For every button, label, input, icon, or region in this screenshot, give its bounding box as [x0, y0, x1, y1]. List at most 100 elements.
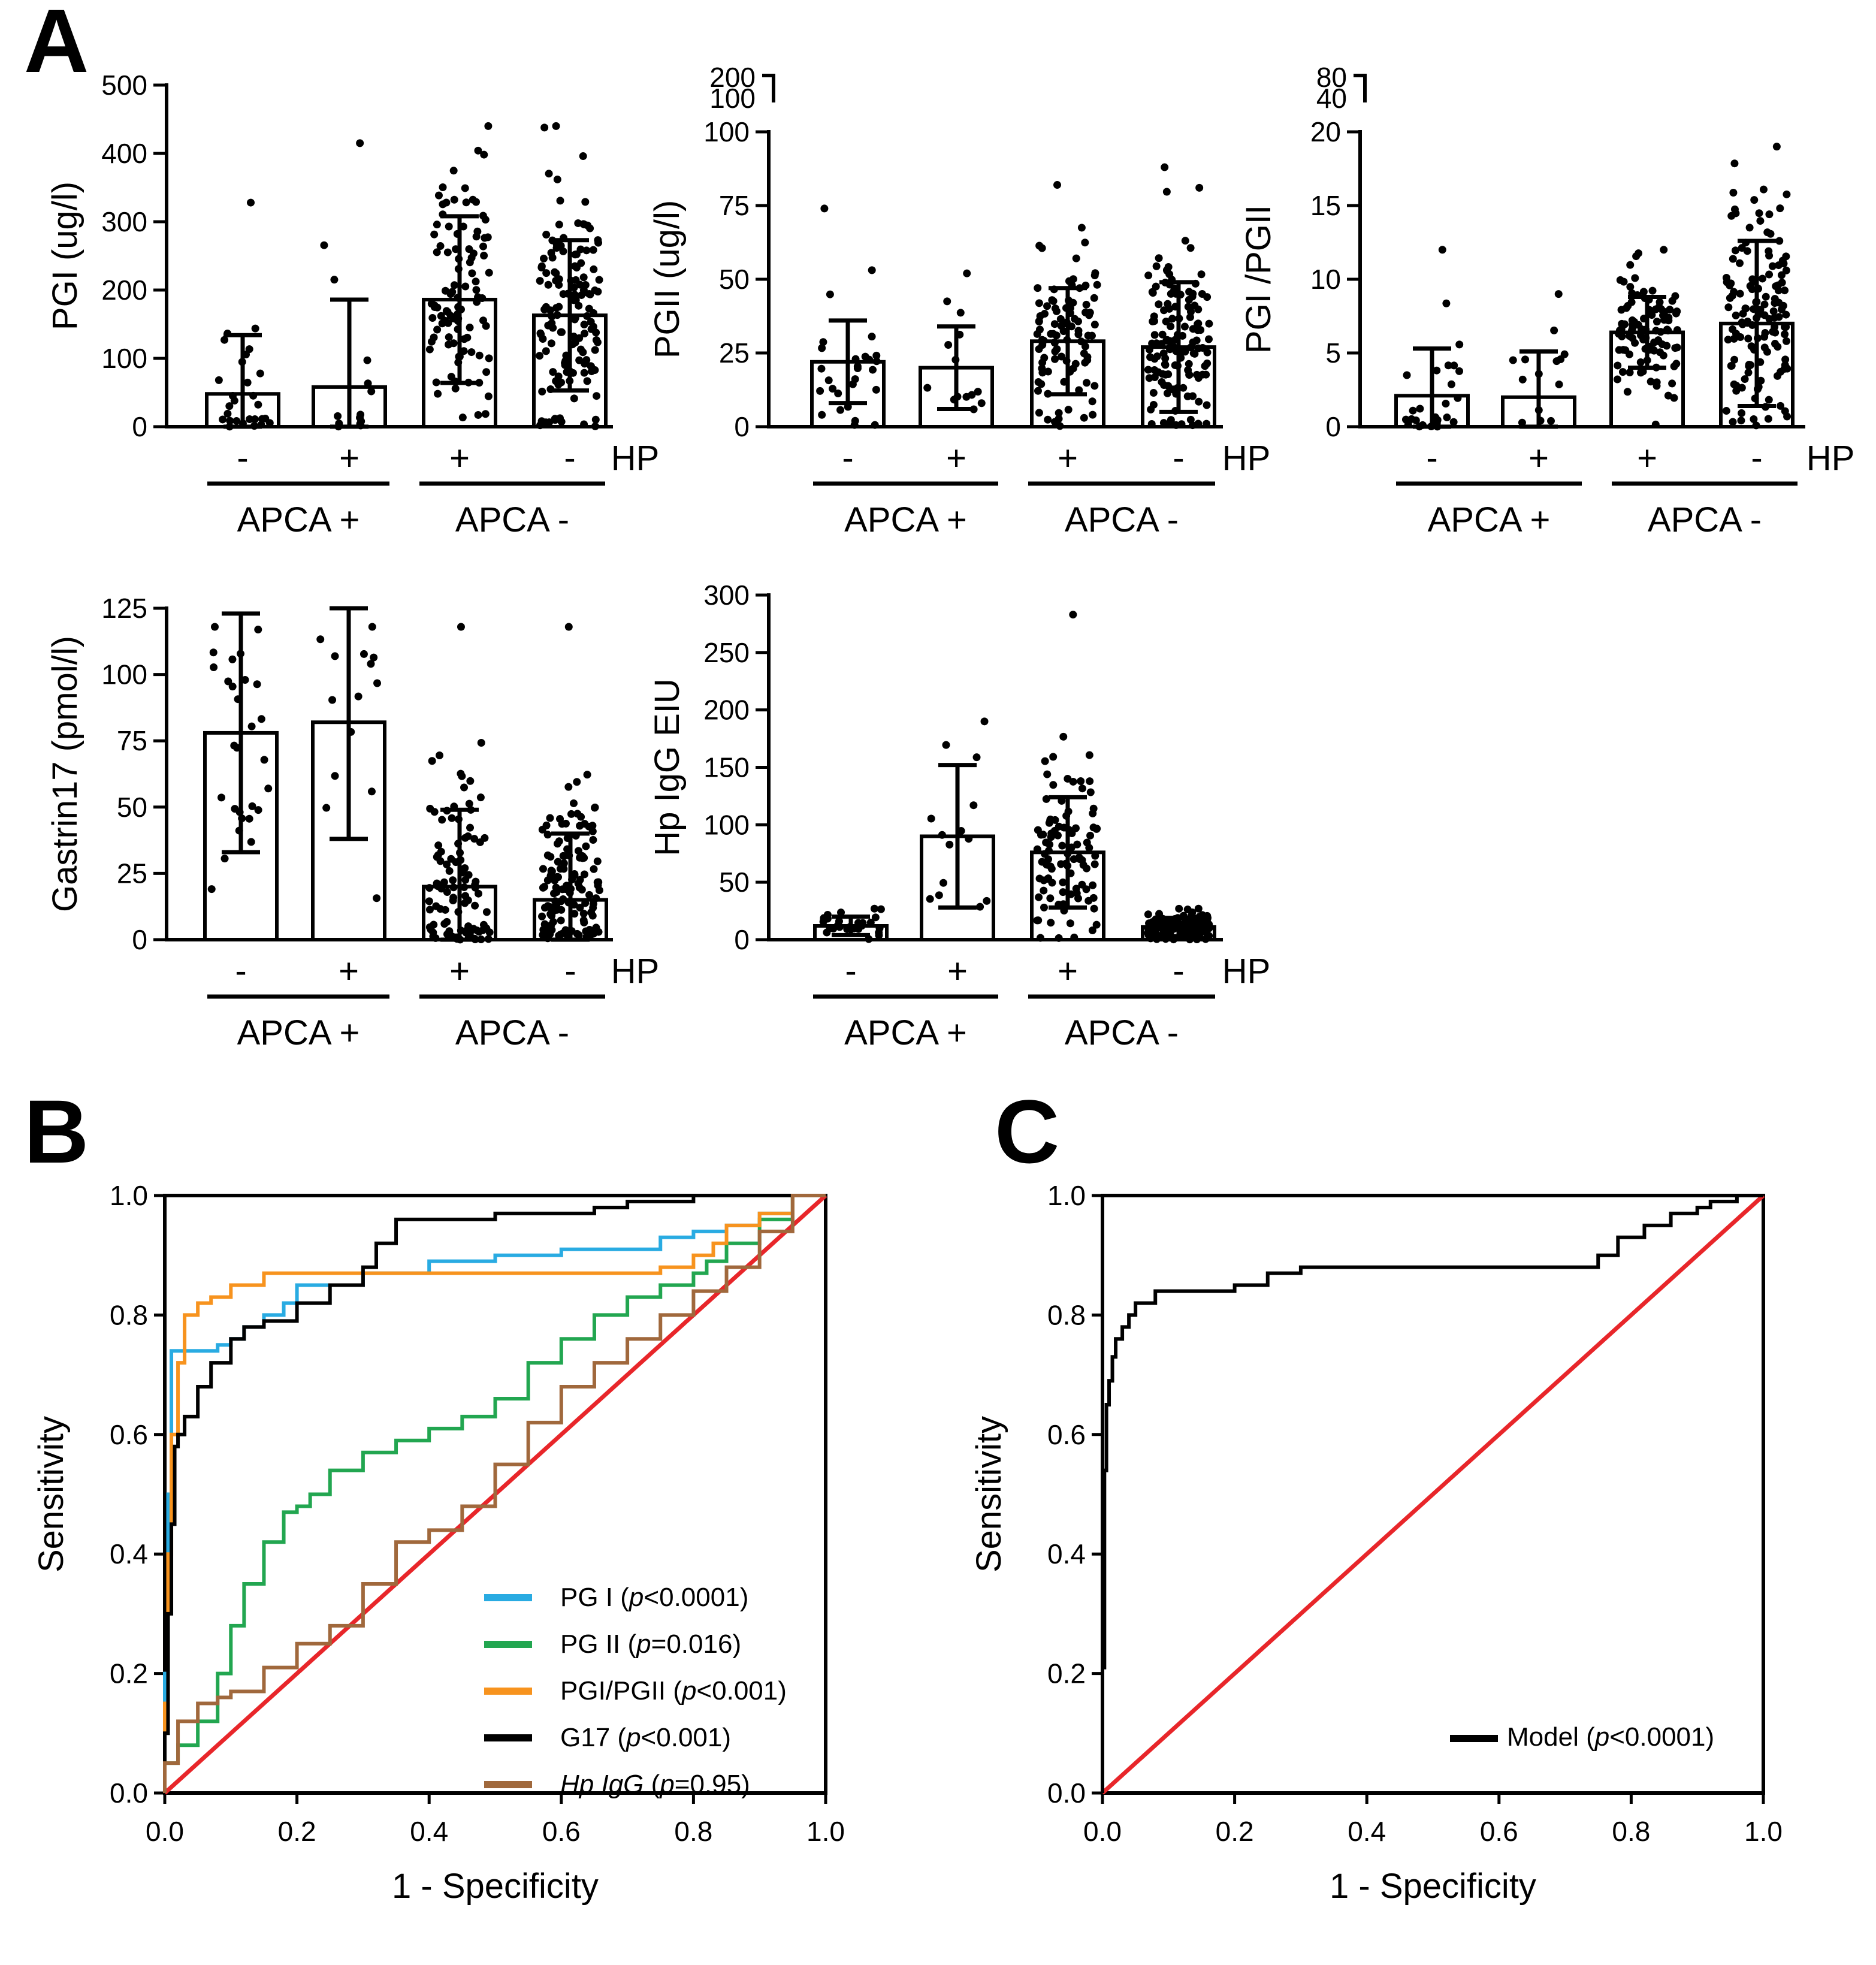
- plot-frame: [1101, 1194, 1765, 1795]
- data-point: [1203, 419, 1211, 428]
- data-point: [1051, 355, 1059, 363]
- data-point: [1732, 209, 1740, 218]
- data-point: [1205, 920, 1213, 929]
- data-point: [1738, 409, 1746, 417]
- legend-paren: (: [666, 1676, 682, 1706]
- legend-paren: ): [732, 1629, 741, 1659]
- data-point: [1769, 328, 1777, 336]
- data-point: [1078, 784, 1086, 793]
- hp-status-label: +: [1528, 439, 1549, 478]
- data-point: [1194, 919, 1202, 928]
- y-tick-label: 10: [1310, 264, 1341, 295]
- data-point: [576, 904, 584, 912]
- data-point: [1080, 413, 1088, 422]
- data-point: [247, 198, 255, 207]
- data-point: [210, 623, 219, 631]
- data-point: [581, 820, 589, 828]
- data-point: [576, 345, 585, 354]
- data-point: [1763, 228, 1772, 237]
- data-point: [572, 264, 581, 272]
- data-point: [436, 751, 444, 760]
- legend-entry: Model (p<0.0001): [1507, 1722, 1714, 1752]
- data-point: [542, 347, 550, 355]
- data-point: [573, 778, 581, 786]
- data-point: [1180, 322, 1189, 331]
- data-point: [1518, 375, 1527, 384]
- data-point: [425, 897, 433, 905]
- data-point: [451, 384, 460, 393]
- data-point: [824, 376, 833, 385]
- data-point: [1653, 378, 1661, 387]
- data-point: [576, 245, 585, 253]
- data-point: [1042, 795, 1050, 803]
- data-point: [363, 356, 371, 364]
- data-point: [1746, 282, 1754, 290]
- data-point: [438, 319, 446, 328]
- data-point: [835, 923, 844, 931]
- data-point: [1774, 372, 1782, 380]
- data-point: [1443, 413, 1451, 422]
- data-point: [465, 799, 473, 808]
- y-break-label: 200: [709, 62, 756, 93]
- data-point: [1081, 239, 1089, 247]
- y-tick-label: 400: [101, 138, 147, 169]
- data-point: [977, 399, 986, 408]
- x-tick-label: 0.2: [1216, 1816, 1254, 1847]
- data-point: [553, 175, 561, 183]
- data-point: [1617, 306, 1626, 314]
- data-point: [536, 352, 544, 360]
- data-point: [557, 897, 565, 905]
- data-point: [1618, 319, 1626, 328]
- data-point: [1077, 224, 1086, 232]
- data-point: [872, 351, 881, 360]
- data-point: [1155, 254, 1163, 262]
- data-point: [581, 281, 590, 289]
- data-point: [826, 290, 834, 298]
- data-point: [1781, 330, 1789, 339]
- data-point: [1083, 356, 1092, 364]
- data-point: [1673, 326, 1681, 334]
- data-point: [467, 348, 476, 357]
- data-point: [1040, 876, 1048, 885]
- data-point: [1077, 777, 1085, 785]
- data-point: [834, 389, 842, 397]
- data-point: [1072, 254, 1080, 262]
- data-point: [220, 336, 229, 344]
- legend-p-value: <0.0001: [1609, 1722, 1705, 1752]
- data-point: [479, 316, 487, 325]
- data-point: [1628, 326, 1636, 334]
- data-point: [870, 904, 878, 913]
- data-point: [587, 367, 596, 376]
- x-tick-label: 0.8: [674, 1816, 712, 1847]
- data-point: [1091, 269, 1099, 277]
- data-point: [439, 183, 447, 192]
- data-point: [1090, 294, 1098, 302]
- data-point: [1185, 360, 1193, 368]
- data-point: [1409, 406, 1417, 415]
- data-point: [536, 421, 544, 430]
- data-point: [431, 934, 440, 942]
- data-point: [570, 291, 579, 299]
- data-point: [1162, 927, 1171, 935]
- data-point: [1442, 299, 1451, 307]
- data-point: [460, 347, 468, 355]
- data-point: [1163, 389, 1171, 397]
- y-tick-label: 300: [101, 206, 147, 237]
- data-point: [1663, 342, 1671, 350]
- data-point: [1768, 262, 1777, 270]
- data-point: [1074, 894, 1082, 902]
- data-point: [1781, 286, 1789, 295]
- data-point: [1089, 410, 1097, 419]
- data-point: [561, 819, 570, 828]
- data-point: [567, 810, 575, 818]
- data-point: [1086, 777, 1094, 786]
- data-point: [1158, 330, 1167, 339]
- data-point: [547, 867, 555, 875]
- data-point: [1036, 934, 1044, 942]
- data-point: [1777, 402, 1785, 410]
- data-point: [1150, 312, 1158, 321]
- data-point: [1072, 885, 1080, 893]
- legend-p-symbol: p: [625, 1723, 641, 1752]
- data-point: [1204, 335, 1213, 343]
